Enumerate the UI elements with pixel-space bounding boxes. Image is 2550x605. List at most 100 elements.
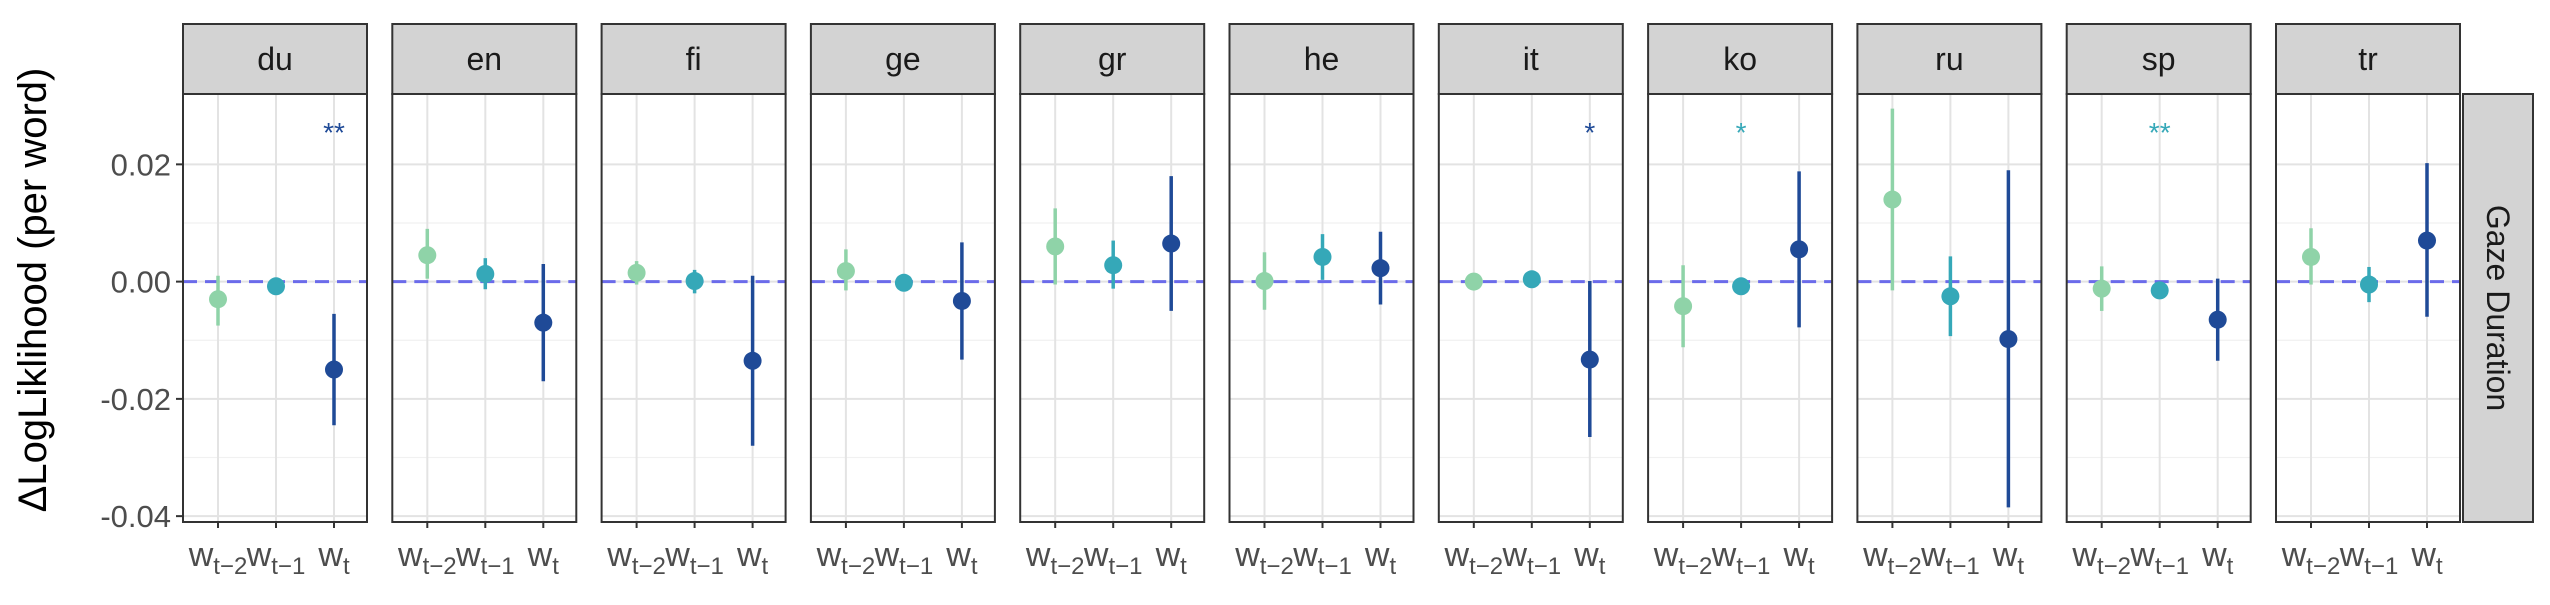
x-tick-label-subscript: t	[1808, 553, 1815, 580]
x-tick-label-subscript: t−1	[2155, 553, 2189, 580]
facet-strip-du	[182, 23, 368, 95]
data-point	[1674, 297, 1693, 316]
data-point	[952, 291, 971, 310]
facet-strip-label: sp	[2142, 41, 2176, 77]
y-tick-label: -0.02	[100, 382, 171, 417]
facet-strip-label: ru	[1935, 41, 1963, 77]
x-tick-label-base: w	[1653, 536, 1679, 574]
x-tick-label-base: w	[397, 536, 423, 574]
data-point	[1790, 240, 1809, 259]
data-point	[534, 313, 553, 332]
data-point	[685, 272, 704, 291]
x-tick-label-subscript: t	[552, 553, 559, 580]
x-tick-label: wt−1	[1711, 536, 1771, 580]
facet-strip-ge	[809, 23, 996, 95]
data-point	[627, 263, 646, 282]
x-tick-label-subscript: t	[1180, 553, 1187, 580]
x-tick-label: wt−1	[2129, 536, 2189, 580]
facet-strip-label: en	[467, 41, 503, 77]
significance-marker: *	[1584, 117, 1595, 148]
x-tick-label-subscript: t−2	[632, 553, 666, 580]
x-tick-label-subscript: t−1	[1946, 553, 1980, 580]
x-tick-label-subscript: t−2	[213, 553, 247, 580]
x-tick-label-subscript: t	[1389, 553, 1396, 580]
facet-panel-ko: ko*wt−2 wt−1 wt	[1647, 23, 1834, 580]
facet-strip-it	[1437, 23, 1624, 95]
x-tick-label: wt−2	[606, 536, 666, 580]
x-tick-label-subscript: t−1	[481, 553, 515, 580]
x-tick-label: wt−2	[188, 536, 248, 580]
data-point	[476, 264, 495, 283]
x-tick-label-subscript: t	[343, 553, 350, 580]
data-point	[1522, 270, 1541, 289]
x-tick-label: wt−1	[1083, 536, 1143, 580]
data-point	[1941, 287, 1960, 306]
x-tick-label-subscript: t−2	[1050, 553, 1084, 580]
facet-strip-label: he	[1304, 41, 1340, 77]
x-tick-label: wt	[317, 536, 350, 580]
x-tick-label: wt−2	[1862, 536, 1922, 580]
facet-strip-label: du	[257, 41, 293, 77]
data-point	[2150, 281, 2169, 300]
x-tick-label-subscript: t−2	[2306, 553, 2340, 580]
x-tick-label-base: w	[2071, 536, 2097, 574]
x-tick-label-base: w	[816, 536, 842, 574]
x-tick-label: wt−1	[874, 536, 934, 580]
y-tick-label: 0.00	[111, 265, 171, 300]
x-tick-label-base: w	[874, 536, 900, 574]
x-tick-label-subscript: t	[2017, 553, 2024, 580]
x-tick-label: wt	[2201, 536, 2234, 580]
facet-strip-gr	[1019, 23, 1206, 95]
x-tick-label: wt	[1364, 536, 1397, 580]
x-tick-label-subscript: t	[1599, 553, 1606, 580]
x-tick-label: wt−2	[1653, 536, 1713, 580]
x-tick-label-subscript: t−2	[841, 553, 875, 580]
x-tick-label-base: w	[1782, 536, 1808, 574]
x-tick-label: wt−2	[1444, 536, 1504, 580]
x-tick-label: wt−1	[1920, 536, 1980, 580]
data-point	[2208, 310, 2227, 329]
data-point	[1580, 350, 1599, 369]
x-tick-label: wt	[1155, 536, 1188, 580]
facet-strip-label: ge	[885, 41, 921, 77]
x-tick-label: wt−1	[2339, 536, 2399, 580]
facet-strip-ru	[1856, 23, 2043, 95]
x-tick-label-base: w	[188, 536, 214, 574]
facet-strip-label: tr	[2358, 41, 2378, 77]
data-point	[1371, 259, 1390, 278]
x-tick-label-subscript: t−1	[1108, 553, 1142, 580]
x-tick-label-base: w	[1992, 536, 2018, 574]
x-tick-label-subscript: t−2	[1260, 553, 1294, 580]
x-tick-label: wt−2	[2071, 536, 2131, 580]
data-point	[1313, 247, 1332, 266]
x-tick-label-base: w	[1234, 536, 1260, 574]
x-tick-label-base: w	[2410, 536, 2436, 574]
x-tick-label: wt−1	[1502, 536, 1562, 580]
x-tick-label-subscript: t−1	[1318, 553, 1352, 580]
row-strip-box	[2462, 93, 2534, 523]
data-point	[1104, 256, 1123, 275]
x-tick-label-subscript: t	[971, 553, 978, 580]
data-point	[1999, 330, 2018, 349]
x-tick-label-base: w	[1364, 536, 1390, 574]
facet-strip-label: gr	[1098, 41, 1127, 77]
x-tick-label-base: w	[736, 536, 762, 574]
x-tick-label: wt	[1782, 536, 1815, 580]
data-point	[1732, 277, 1751, 296]
x-tick-label-base: w	[455, 536, 481, 574]
x-tick-label-base: w	[664, 536, 690, 574]
data-point	[1883, 190, 1902, 209]
x-tick-label-subscript: t−2	[423, 553, 457, 580]
data-point	[2302, 247, 2320, 266]
data-point	[2360, 275, 2378, 294]
facet-strip-fi	[600, 23, 787, 95]
x-tick-label-subscript: t−1	[271, 553, 305, 580]
x-tick-label-base: w	[2281, 536, 2307, 574]
x-tick-label: wt−2	[2281, 536, 2341, 580]
x-tick-label-subscript: t−1	[899, 553, 933, 580]
x-tick-label-base: w	[945, 536, 971, 574]
data-point	[836, 262, 855, 281]
